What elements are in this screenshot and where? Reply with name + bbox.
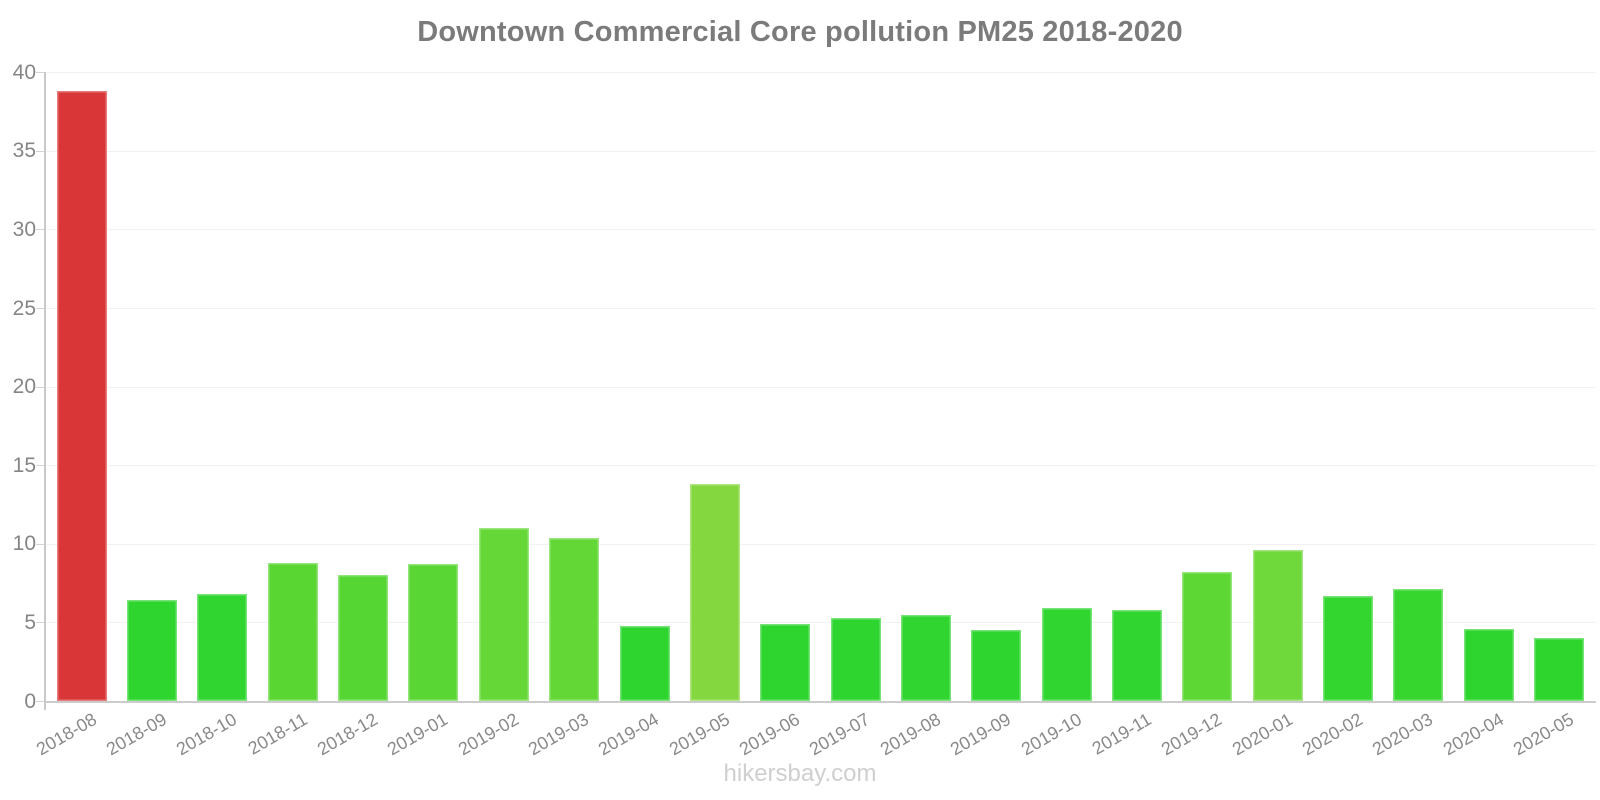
gridline-20 [45,386,1596,388]
y-tick-10 [36,543,45,545]
x-tick-label-2019-05: 2019-05 [665,709,733,760]
bar-2019-06[interactable] [760,623,811,701]
bar-2019-05[interactable] [689,484,740,701]
y-tick-30 [36,229,45,231]
gridline-5 [45,622,1596,624]
x-tick-label-2019-07: 2019-07 [806,709,874,760]
y-tick-35 [36,150,45,152]
y-tick-label-15: 15 [12,453,36,477]
y-tick-5 [36,622,45,624]
x-tick-label-2018-09: 2018-09 [102,709,171,760]
x-tick-label-2018-11: 2018-11 [244,709,311,759]
bar-2018-11[interactable] [267,562,318,701]
y-tick-label-20: 20 [12,375,36,399]
x-tick-label-2019-02: 2019-02 [454,709,522,760]
bar-2019-11[interactable] [1111,609,1162,701]
y-tick-label-30: 30 [12,217,36,241]
bar-2019-07[interactable] [830,617,881,701]
watermark: hikersbay.com [723,760,877,787]
x-tick-label-2019-12: 2019-12 [1158,709,1226,760]
y-axis-line [44,72,46,710]
bar-2018-12[interactable] [338,575,389,701]
gridline-25 [45,308,1596,309]
x-tick-label-2020-03: 2020-03 [1369,709,1437,760]
bar-2019-09[interactable] [971,630,1022,701]
y-tick-0 [36,701,45,702]
bar-2019-02[interactable] [478,528,529,701]
x-tick-label-2019-01: 2019-01 [384,709,452,760]
y-tick-label-0: 0 [24,689,36,713]
x-tick-label-2019-04: 2019-04 [595,709,663,760]
gridline-30 [45,229,1596,231]
bar-2020-01[interactable] [1252,550,1303,701]
y-tick-label-35: 35 [12,139,36,163]
bar-2018-08[interactable] [56,91,107,701]
x-tick-label-2020-04: 2020-04 [1439,709,1507,760]
x-tick-label-2019-10: 2019-10 [1017,709,1085,760]
x-tick-label-2019-03: 2019-03 [524,709,593,760]
y-tick-25 [36,308,45,309]
bar-2019-04[interactable] [619,625,670,701]
x-tick-label-2018-12: 2018-12 [313,709,382,760]
x-axis-line [45,701,1596,703]
y-tick-20 [36,386,45,388]
bar-2018-10[interactable] [197,594,248,701]
bar-2020-05[interactable] [1534,638,1585,701]
x-tick-label-2020-01: 2020-01 [1228,709,1296,760]
bar-2019-08[interactable] [900,614,951,701]
chart-title: Downtown Commercial Core pollution PM25 … [417,16,1183,48]
bar-2019-10[interactable] [1041,608,1092,701]
x-tick-label-2020-02: 2020-02 [1298,709,1366,760]
x-tick-label-2019-06: 2019-06 [735,709,804,760]
x-tick-label-2020-05: 2020-05 [1509,709,1578,760]
x-tick-label-2019-11: 2019-11 [1088,709,1155,759]
x-tick-label-2018-08: 2018-08 [32,709,100,760]
bar-2020-02[interactable] [1323,595,1373,701]
y-tick-label-25: 25 [12,296,36,320]
gridline-10 [45,543,1596,545]
bar-2019-12[interactable] [1182,572,1233,701]
gridline-35 [45,150,1596,152]
x-tick-label-2018-10: 2018-10 [173,709,241,760]
bar-2019-03[interactable] [549,537,600,701]
bar-2019-01[interactable] [408,564,459,701]
bar-2020-03[interactable] [1393,589,1444,701]
gridline-15 [45,465,1596,467]
x-tick-label-2019-09: 2019-09 [947,709,1015,760]
y-tick-label-40: 40 [12,60,36,84]
y-tick-15 [36,465,45,467]
y-tick-label-10: 10 [12,532,36,556]
bar-2020-04[interactable] [1463,628,1514,701]
bar-2018-09[interactable] [127,600,178,701]
y-tick-40 [36,72,45,74]
y-tick-label-5: 5 [24,610,36,634]
gridline-40 [45,72,1596,74]
x-tick-label-2019-08: 2019-08 [876,709,944,760]
